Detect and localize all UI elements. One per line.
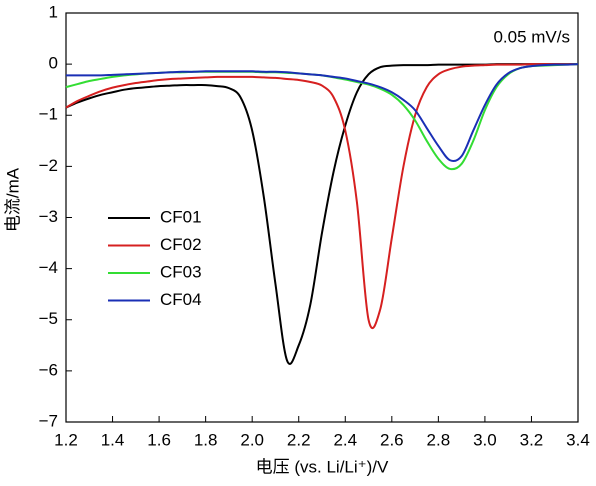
x-tick-label: 1.6 — [147, 430, 171, 449]
x-tick-label: 1.2 — [54, 430, 78, 449]
y-tick-label: −4 — [39, 258, 58, 277]
series-line — [65, 63, 578, 365]
y-tick-label: −6 — [39, 360, 58, 379]
x-tick-label: 1.4 — [101, 430, 125, 449]
x-tick-label: 1.8 — [194, 430, 218, 449]
x-tick-label: 3.4 — [566, 430, 590, 449]
x-tick-label: 3.2 — [520, 430, 544, 449]
y-axis-label: 电流/mA — [3, 167, 22, 232]
legend-label: CF04 — [160, 290, 202, 309]
x-tick-label: 2.2 — [287, 430, 311, 449]
x-tick-label: 2.4 — [333, 430, 357, 449]
x-tick-label: 2.6 — [380, 430, 404, 449]
legend-label: CF01 — [160, 207, 202, 226]
legend-label: CF03 — [160, 262, 202, 281]
series-line — [65, 63, 578, 329]
y-tick-label: 1 — [49, 2, 58, 21]
x-tick-label: 3.0 — [473, 430, 497, 449]
y-tick-label: −7 — [39, 411, 58, 430]
x-axis-label: 电压 (vs. Li/Li⁺)/V — [256, 457, 389, 476]
annotation: 0.05 mV/s — [493, 27, 570, 46]
x-tick-label: 2.0 — [240, 430, 264, 449]
y-tick-label: −5 — [39, 309, 58, 328]
y-tick-label: −1 — [39, 105, 58, 124]
y-tick-label: 0 — [49, 54, 58, 73]
legend-label: CF02 — [160, 235, 202, 254]
y-tick-label: −2 — [39, 156, 58, 175]
x-tick-label: 2.8 — [427, 430, 451, 449]
y-tick-label: −3 — [39, 207, 58, 226]
series-line — [65, 63, 579, 163]
